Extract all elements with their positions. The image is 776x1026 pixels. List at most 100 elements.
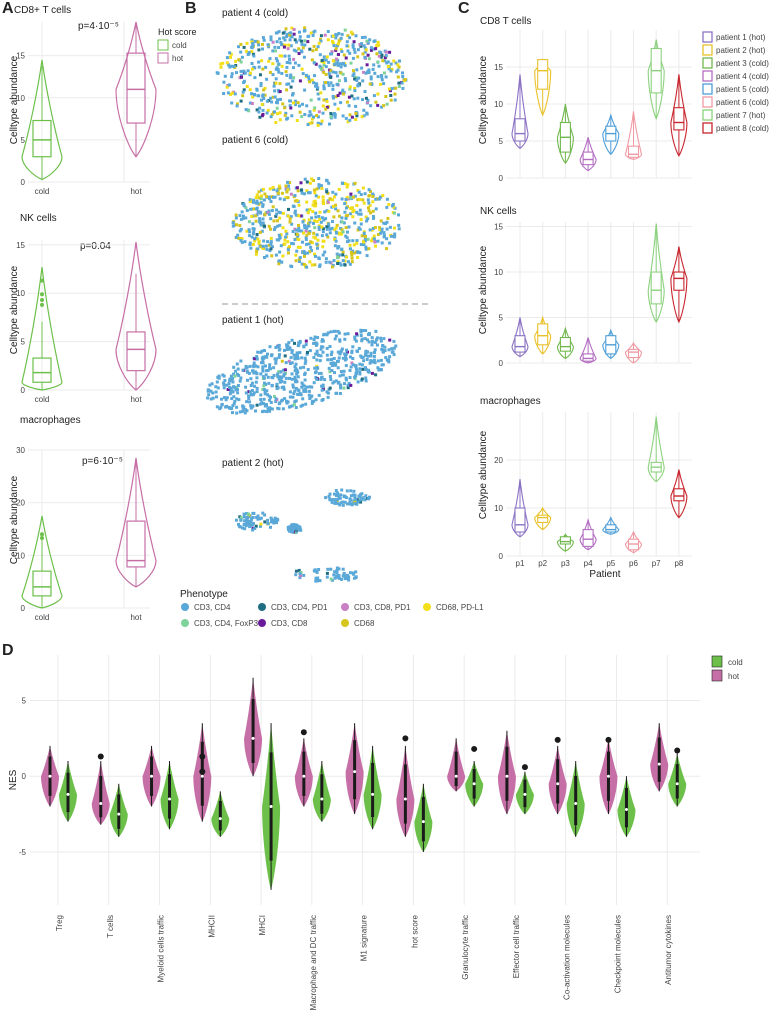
tissue-patient6-cell xyxy=(269,236,273,240)
tissue-patient1-cell xyxy=(275,382,279,386)
tissue-patient1-cell xyxy=(249,384,253,387)
tissue-patient6-cell xyxy=(371,227,375,230)
tissue-patient4-cell xyxy=(277,62,281,66)
tissue-patient4-cell xyxy=(307,114,311,118)
panelA-ytick-3-10: 10 xyxy=(16,551,25,560)
tissue-patient4-cell xyxy=(268,70,272,74)
tissue-patient4-cell xyxy=(261,36,265,40)
tissue-patient1-cell xyxy=(208,383,212,387)
tissue-patient4-cell xyxy=(298,38,302,42)
tissue-patient1-cell xyxy=(310,385,314,389)
tissue-patient4-cell xyxy=(371,67,375,71)
tissue-patient2-cell xyxy=(276,518,280,522)
tissue-patient4-cell xyxy=(285,117,289,121)
panelB-title-patient6: patient 6 (cold) xyxy=(222,135,288,146)
tissue-patient1-cell xyxy=(317,353,321,357)
tissue-patient1-cell xyxy=(304,402,308,406)
tissue-patient1-cell xyxy=(329,353,333,357)
tissue-patient4-cell xyxy=(318,53,322,57)
tissue-patient6-cell xyxy=(321,198,325,202)
tissue-patient4-cell xyxy=(316,86,320,90)
tissue-patient1-cell xyxy=(310,401,314,405)
tissue-patient4-cell xyxy=(247,109,251,113)
tissue-patient6-cell xyxy=(356,256,360,259)
panelA-xtick-cold-1: cold xyxy=(35,187,50,196)
tissue-patient6-cell xyxy=(270,254,274,258)
tissue-patient1-cell xyxy=(295,372,299,376)
tissue-patient1-cell xyxy=(330,350,334,354)
panelD-median-cold-11 xyxy=(624,808,628,812)
tissue-patient1-cell xyxy=(336,366,340,370)
tissue-patient6-cell xyxy=(259,223,263,227)
tissue-patient6-cell xyxy=(312,231,316,235)
tissue-patient1-cell xyxy=(262,384,266,388)
tissue-patient4-cell xyxy=(234,59,238,63)
panelC-ylabel-1: Celltype abundance xyxy=(478,55,489,144)
tissue-patient4-cell xyxy=(345,100,349,104)
tissue-patient2-cell xyxy=(352,489,356,493)
tissue-patient4-cell xyxy=(283,38,287,42)
tissue-patient1-cell xyxy=(283,348,286,352)
tissue-patient4-cell xyxy=(352,40,356,44)
tissue-patient1-cell xyxy=(385,358,389,362)
panelC-xlabel: Patient xyxy=(589,569,620,580)
tissue-patient1-cell xyxy=(227,405,231,409)
tissue-patient6-cell xyxy=(276,191,280,195)
tissue-patient6-cell xyxy=(288,217,292,221)
tissue-patient6-cell xyxy=(273,226,277,230)
tissue-patient1-cell xyxy=(207,393,211,397)
tissue-patient6-cell xyxy=(312,219,316,223)
tissue-patient4-cell xyxy=(329,112,333,115)
tissue-patient1-cell xyxy=(263,381,266,385)
tissue-patient6-cell xyxy=(261,246,265,250)
tissue-patient6-cell xyxy=(281,254,285,258)
tissue-patient4-cell xyxy=(261,47,264,51)
tissue-patient4-cell xyxy=(253,76,257,80)
tissue-patient2-cell xyxy=(263,520,267,524)
tissue-patient4-cell xyxy=(325,55,329,59)
tissue-patient1-cell xyxy=(380,363,384,367)
tissue-patient4-cell xyxy=(361,79,365,83)
tissue-patient4-cell xyxy=(360,66,364,70)
panelA-ytick-1-10: 10 xyxy=(16,94,25,103)
tissue-patient4-cell xyxy=(242,45,246,49)
tissue-patient4-cell xyxy=(320,59,324,63)
tissue-patient4-cell xyxy=(230,75,234,79)
tissue-patient6-cell xyxy=(317,186,321,190)
tissue-patient6-cell xyxy=(305,233,309,237)
tissue-patient6-cell xyxy=(365,254,369,258)
tissue-patient6-cell xyxy=(293,194,297,197)
tissue-patient4-cell xyxy=(366,41,370,45)
panelC-title-3: macrophages xyxy=(480,396,541,407)
tissue-patient6-cell xyxy=(320,234,324,238)
tissue-patient4-cell xyxy=(256,94,260,98)
tissue-patient1-cell xyxy=(360,339,364,343)
tissue-patient4-cell xyxy=(331,41,335,45)
tissue-patient6-cell xyxy=(284,235,288,239)
tissue-patient2-cell xyxy=(261,511,265,515)
tissue-patient2-cell xyxy=(263,513,267,517)
tissue-patient4-cell xyxy=(362,44,366,48)
tissue-patient4-cell xyxy=(380,75,384,79)
panelD-median-cold-0 xyxy=(66,792,70,796)
tissue-patient1-cell xyxy=(314,370,318,374)
tissue-patient2-cell xyxy=(342,572,346,575)
tissue-patient4-cell xyxy=(351,56,355,60)
tissue-patient1-cell xyxy=(230,397,234,401)
tissue-patient4-cell xyxy=(253,92,256,96)
tissue-patient4-cell xyxy=(325,99,329,103)
tissue-patient1-cell xyxy=(357,347,361,350)
tissue-patient1-cell xyxy=(228,385,231,389)
tissue-patient4-cell xyxy=(303,39,307,43)
tissue-patient6-cell xyxy=(364,235,367,238)
tissue-patient4-cell xyxy=(277,46,281,49)
tissue-patient1-cell xyxy=(293,389,297,393)
tissue-patient6-cell xyxy=(248,243,252,247)
tissue-patient1-cell xyxy=(312,356,316,359)
tissue-patient1-cell xyxy=(387,348,391,352)
tissue-patient6-cell xyxy=(340,197,344,201)
tissue-patient4-cell xyxy=(326,30,330,33)
tissue-patient1-cell xyxy=(326,391,330,395)
panelC-xtick-p3: p3 xyxy=(561,559,570,568)
tissue-patient6-cell xyxy=(358,251,362,255)
